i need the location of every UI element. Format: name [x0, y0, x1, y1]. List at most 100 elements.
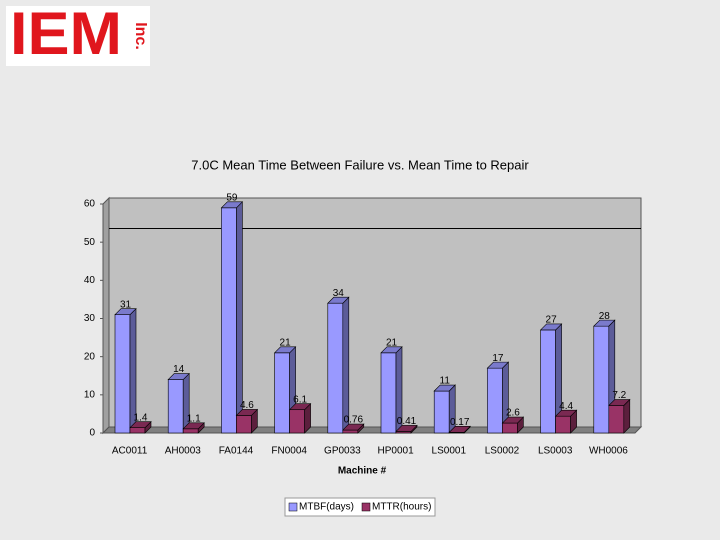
bar-front — [593, 325, 610, 434]
y-tick-label: 30 — [84, 313, 96, 324]
x-tick-label: AC0011 — [112, 446, 148, 457]
bar — [539, 323, 563, 434]
bar-front — [342, 429, 359, 434]
bar-top — [129, 421, 152, 428]
bar — [167, 372, 190, 434]
value-label: 11 — [440, 376, 451, 387]
value-label: 0.76 — [344, 415, 364, 426]
bar — [554, 409, 578, 434]
bar-front — [380, 352, 397, 434]
value-label: 34 — [333, 288, 345, 299]
bar-top — [608, 399, 631, 406]
legend-swatch — [361, 502, 371, 512]
bar-front — [327, 302, 344, 434]
legend: MTBF(days) MTTR(hours) — [284, 497, 436, 517]
bar — [288, 402, 312, 434]
bar — [327, 296, 350, 434]
x-tick-label: WH0006 — [589, 446, 628, 457]
x-tick-label: GP0033 — [324, 446, 361, 457]
bar — [448, 425, 471, 434]
bar-front — [114, 314, 131, 434]
bar-top — [593, 319, 616, 327]
bar-top — [114, 308, 137, 315]
bar-top — [448, 426, 471, 433]
x-tick-label: LS0001 — [432, 446, 467, 457]
value-label: 59 — [226, 192, 238, 203]
value-label: 17 — [492, 353, 504, 364]
bar — [486, 361, 510, 434]
bar — [129, 420, 152, 434]
bar — [342, 423, 365, 434]
bar-side — [342, 296, 350, 434]
bar — [182, 422, 205, 434]
value-label: 4.4 — [559, 401, 573, 412]
x-tick-label: FN0004 — [271, 446, 307, 457]
legend-swatch — [288, 502, 298, 512]
bar-top — [167, 373, 190, 380]
bar-top — [395, 425, 418, 432]
bar-front — [129, 427, 146, 434]
bar-top — [220, 201, 244, 209]
value-label: 6.1 — [293, 394, 307, 405]
value-label: 0.41 — [397, 416, 417, 427]
legend-label: MTBF(days) — [299, 502, 354, 513]
value-label: 1.4 — [134, 412, 148, 423]
bar-front — [167, 379, 184, 434]
bar-side — [236, 201, 243, 434]
logo-box — [6, 6, 150, 66]
bar-front — [274, 352, 290, 434]
bar — [501, 416, 525, 434]
value-label: 7.2 — [612, 390, 626, 401]
y-tick-label: 40 — [84, 275, 96, 286]
value-label: 21 — [280, 337, 292, 348]
bar-front — [433, 390, 450, 434]
x-tick-label: AH0003 — [165, 446, 202, 457]
bar-top — [288, 403, 312, 411]
y-tick-label: 20 — [84, 351, 96, 362]
bar-top — [501, 416, 525, 424]
bar — [395, 424, 418, 434]
chart-title: 7.0C Mean Time Between Failure vs. Mean … — [191, 157, 529, 172]
bar — [220, 201, 244, 434]
x-tick-label: LS0003 — [538, 446, 573, 457]
bar-top — [380, 346, 403, 354]
bar-front — [236, 415, 252, 434]
bar-top — [433, 384, 456, 392]
bar-top — [235, 409, 259, 416]
bar-front — [221, 207, 237, 434]
bar-top — [273, 346, 297, 354]
value-label: 31 — [120, 299, 132, 310]
x-axis-label: Machine # — [338, 466, 387, 477]
bar-front — [289, 409, 305, 434]
bar — [433, 384, 456, 434]
bar-top — [486, 361, 510, 369]
legend-box — [284, 497, 436, 517]
bar-front — [502, 422, 518, 434]
bar — [380, 346, 403, 434]
value-label: 21 — [386, 337, 398, 348]
bar-front — [540, 329, 556, 434]
bar-top — [539, 323, 563, 331]
value-label: 1.1 — [187, 413, 201, 424]
logo-text: IEM — [10, 0, 122, 67]
value-label: 28 — [599, 311, 611, 322]
plot-side — [102, 196, 110, 435]
bar-top — [182, 422, 205, 430]
bar-front — [487, 367, 503, 434]
value-label: 14 — [173, 364, 185, 375]
bar-top — [342, 423, 365, 431]
bar-front — [555, 415, 571, 434]
bar — [114, 307, 137, 434]
legend-label: MTTR(hours) — [372, 502, 431, 513]
value-label: 27 — [546, 315, 558, 326]
bar-front — [182, 428, 199, 434]
bar — [235, 408, 259, 434]
bar-top — [554, 409, 578, 417]
x-tick-label: FA0144 — [219, 446, 254, 457]
bar-front — [608, 405, 625, 434]
value-label: 2.6 — [506, 408, 520, 419]
x-tick-label: HP0001 — [378, 446, 415, 457]
value-label: 0.17 — [450, 417, 470, 428]
value-label: 4.6 — [240, 400, 254, 411]
